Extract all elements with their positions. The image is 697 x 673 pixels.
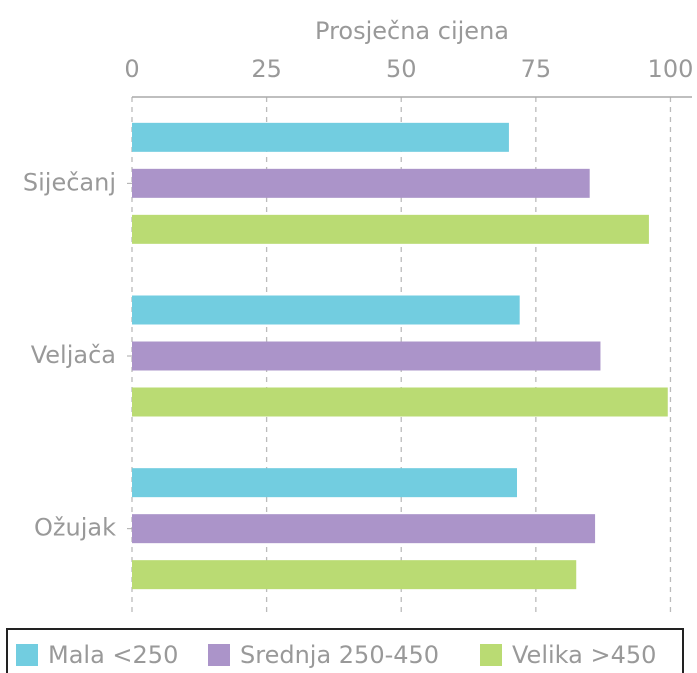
bar — [132, 295, 520, 325]
bar — [132, 387, 668, 417]
y-tick-label: Siječanj — [23, 168, 116, 196]
bar — [132, 560, 577, 590]
legend-label: Srednja 250-450 — [240, 641, 439, 669]
x-tick-label: 75 — [521, 55, 552, 83]
bar — [132, 168, 590, 198]
axis-title: Prosječna cijena — [315, 17, 509, 45]
y-tick-label: Ožujak — [34, 514, 116, 542]
legend-label: Mala <250 — [48, 641, 178, 669]
bar — [132, 514, 596, 544]
bar — [132, 468, 517, 498]
x-tick-label: 100 — [648, 55, 694, 83]
legend-swatch — [208, 644, 230, 666]
legend-box — [6, 628, 684, 673]
legend-swatch — [16, 644, 38, 666]
x-tick-label: 50 — [386, 55, 417, 83]
legend-swatch — [480, 644, 502, 666]
bar — [132, 122, 509, 152]
x-tick-label: 0 — [124, 55, 139, 83]
legend-label: Velika >450 — [512, 641, 656, 669]
bar — [132, 214, 649, 244]
y-tick-label: Veljača — [31, 341, 116, 369]
bar — [132, 341, 601, 371]
x-tick-label: 25 — [251, 55, 282, 83]
